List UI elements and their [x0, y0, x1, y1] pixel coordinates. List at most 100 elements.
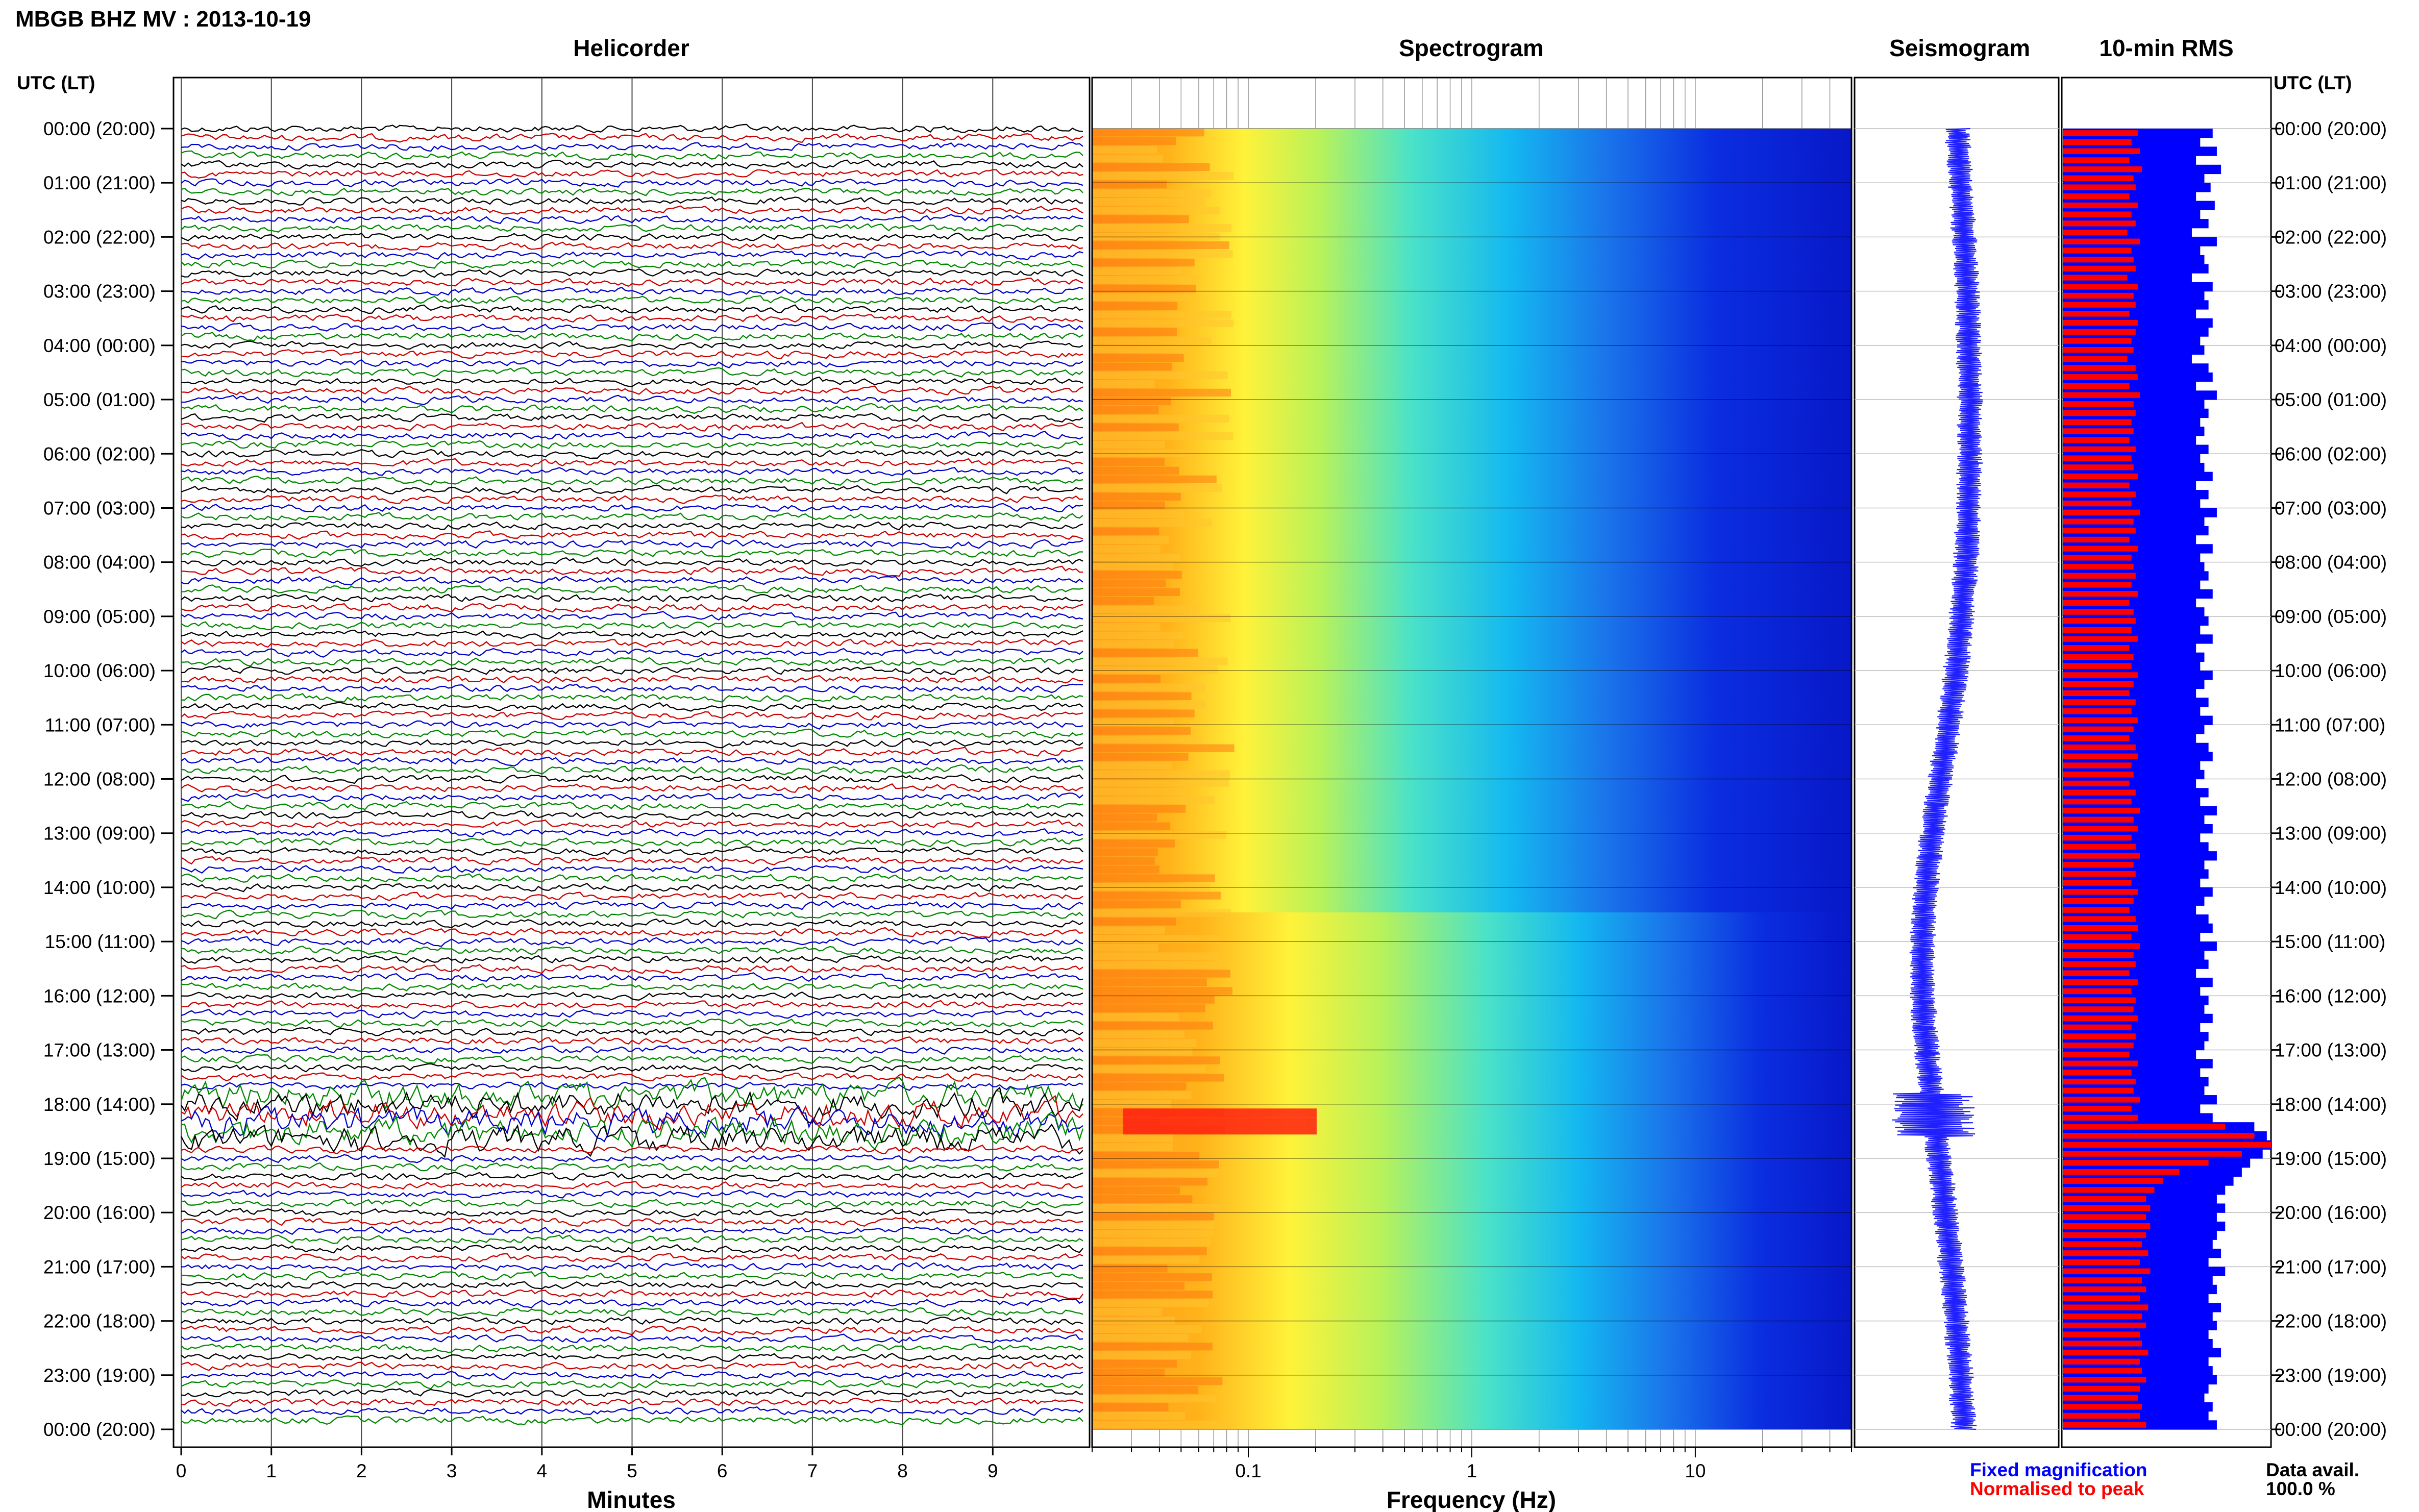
rms-bar-normalised [2063, 925, 2138, 931]
rms-bar-normalised [2063, 1178, 2163, 1184]
rms-bar-normalised [2063, 871, 2136, 877]
rms-bar-normalised [2063, 1124, 2226, 1130]
spectrogram-row [1092, 822, 1171, 830]
spectrogram-row [1092, 1308, 1163, 1316]
helicorder-xlabel: Minutes [587, 1486, 676, 1512]
helicorder-trace [181, 1045, 1083, 1055]
spectrogram-row [1092, 1013, 1179, 1021]
spectrogram-row [1092, 1065, 1206, 1073]
rms-bar-normalised [2063, 1133, 2255, 1139]
spectrogram-row [1092, 1091, 1192, 1099]
spectrogram-title: Spectrogram [1399, 35, 1544, 61]
rms-bar-normalised [2063, 816, 2134, 823]
helicorder-trace [181, 539, 1083, 549]
rms-bar-normalised [2063, 699, 2136, 705]
spectrogram-row [1092, 1421, 1235, 1429]
rms-bar-normalised [2063, 600, 2130, 606]
rms-bar-normalised [2063, 184, 2136, 190]
spectrogram-row [1092, 171, 1234, 180]
helicorder-trace [181, 1415, 1083, 1426]
spectrogram-row [1092, 553, 1180, 561]
spectrogram-row [1092, 189, 1211, 197]
rms-bar-normalised [2063, 627, 2132, 633]
spectrogram-row [1092, 1247, 1207, 1255]
right-axis-header: UTC (LT) [2274, 72, 2352, 93]
time-label-left: 12:00 (08:00) [43, 769, 156, 790]
helicorder-trace [181, 286, 1083, 296]
rms-bar-normalised [2063, 311, 2130, 317]
spectrogram-row [1092, 1256, 1200, 1264]
helicorder-trace [181, 141, 1083, 152]
rms-bar-normalised [2063, 573, 2136, 579]
time-label-right: 13:00 (09:00) [2275, 823, 2387, 844]
spectrogram-row [1092, 1412, 1186, 1420]
spectrogram-row [1092, 1230, 1213, 1238]
rms-bar-normalised [2063, 1097, 2140, 1103]
spectrogram-row [1092, 1351, 1191, 1359]
rms-bar-normalised [2063, 319, 2138, 326]
rms-bar-normalised [2063, 762, 2132, 769]
spectrogram-row [1092, 1395, 1216, 1403]
helicorder-trace [181, 1180, 1083, 1190]
time-label-right: 15:00 (11:00) [2275, 931, 2385, 952]
rms-bar-normalised [2063, 347, 2134, 353]
helicorder-trace [181, 1288, 1083, 1300]
rms-bar-normalised [2063, 1051, 2130, 1058]
rms-bar-normalised [2063, 663, 2132, 669]
spectrogram-row [1092, 302, 1178, 310]
helicorder-trace [181, 1307, 1083, 1317]
spectrogram-row [1092, 675, 1161, 683]
time-label-left: 15:00 (11:00) [45, 931, 156, 952]
helicorder-trace [181, 223, 1083, 233]
spectrogram-row [1092, 1004, 1206, 1012]
helicorder-trace [181, 792, 1083, 802]
helicorder-trace [181, 422, 1083, 432]
helicorder-trace [181, 133, 1083, 143]
spectrogram-row [1092, 848, 1158, 856]
station-date-title: MBGB BHZ MV : 2013-10-19 [15, 7, 311, 32]
rms-bar-normalised [2063, 1304, 2149, 1310]
spectrogram-row [1092, 1134, 1173, 1143]
spectrogram-row [1092, 865, 1159, 874]
time-label-right: 14:00 (10:00) [2275, 877, 2387, 898]
rms-bar-normalised [2063, 1341, 2142, 1347]
rms-bar-normalised [2063, 401, 2134, 407]
helicorder-trace [181, 648, 1083, 658]
helicorder-trace [181, 1027, 1083, 1036]
helicorder-trace [181, 259, 1083, 269]
rms-bar-normalised [2063, 1268, 2151, 1274]
seismogram-title: Seismogram [1889, 35, 2030, 61]
helicorder-trace [181, 982, 1083, 992]
spectrogram-row [1092, 224, 1232, 232]
helicorder-trace [181, 403, 1083, 414]
spectrogram-row [1092, 571, 1182, 579]
helicorder-trace [181, 1262, 1083, 1272]
rms-bar-normalised [2063, 284, 2138, 290]
spectrogram-row [1092, 492, 1181, 501]
rms-bar-normalised [2063, 1250, 2149, 1256]
time-label-left: 09:00 (05:00) [43, 606, 156, 627]
time-label-right: 03:00 (23:00) [2275, 281, 2387, 302]
rms-bar-normalised [2063, 1385, 2140, 1392]
rms-bar-normalised [2063, 229, 2128, 236]
minute-tick-label: 1 [266, 1460, 277, 1481]
helicorder-trace [181, 458, 1083, 467]
time-label-left: 14:00 (10:00) [43, 877, 156, 898]
spectrogram-row [1092, 909, 1231, 917]
helicorder-plot [172, 77, 1091, 1448]
time-label-right: 08:00 (04:00) [2275, 552, 2387, 573]
rms-bar-normalised [2063, 690, 2130, 697]
spectrogram-row [1092, 518, 1212, 527]
spectrogram-row [1092, 328, 1177, 336]
helicorder-trace [181, 439, 1083, 450]
rms-bar-normalised [2063, 753, 2138, 759]
rms-bar-normalised [2063, 509, 2140, 515]
spectrogram-row [1092, 735, 1203, 743]
spectrogram-row [1092, 900, 1181, 908]
helicorder-trace [181, 946, 1083, 955]
time-label-left: 01:00 (21:00) [43, 172, 156, 193]
rms-bar-normalised [2063, 1033, 2136, 1039]
spectrogram-row [1092, 440, 1165, 449]
rms-bar-normalised [2063, 1114, 2138, 1121]
helicorder-trace [181, 565, 1083, 577]
